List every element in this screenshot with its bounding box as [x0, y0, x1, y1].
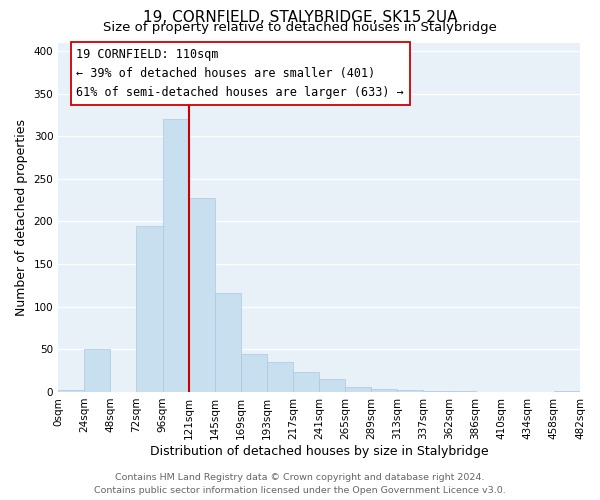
Bar: [554, 391, 580, 392]
Bar: [345, 387, 371, 392]
Bar: [58, 390, 84, 392]
X-axis label: Distribution of detached houses by size in Stalybridge: Distribution of detached houses by size …: [150, 444, 488, 458]
Text: 19 CORNFIELD: 110sqm
← 39% of detached houses are smaller (401)
61% of semi-deta: 19 CORNFIELD: 110sqm ← 39% of detached h…: [76, 48, 404, 98]
Bar: [188, 198, 215, 392]
Text: Contains HM Land Registry data © Crown copyright and database right 2024.
Contai: Contains HM Land Registry data © Crown c…: [94, 473, 506, 495]
Text: 19, CORNFIELD, STALYBRIDGE, SK15 2UA: 19, CORNFIELD, STALYBRIDGE, SK15 2UA: [143, 10, 457, 25]
Bar: [241, 354, 267, 392]
Bar: [267, 362, 293, 392]
Bar: [397, 390, 424, 392]
Bar: [136, 226, 163, 392]
Bar: [319, 379, 345, 392]
Bar: [163, 119, 188, 392]
Bar: [424, 391, 449, 392]
Bar: [84, 350, 110, 392]
Bar: [371, 390, 397, 392]
Bar: [449, 391, 476, 392]
Y-axis label: Number of detached properties: Number of detached properties: [15, 118, 28, 316]
Text: Size of property relative to detached houses in Stalybridge: Size of property relative to detached ho…: [103, 21, 497, 34]
Bar: [293, 372, 319, 392]
Bar: [215, 293, 241, 392]
